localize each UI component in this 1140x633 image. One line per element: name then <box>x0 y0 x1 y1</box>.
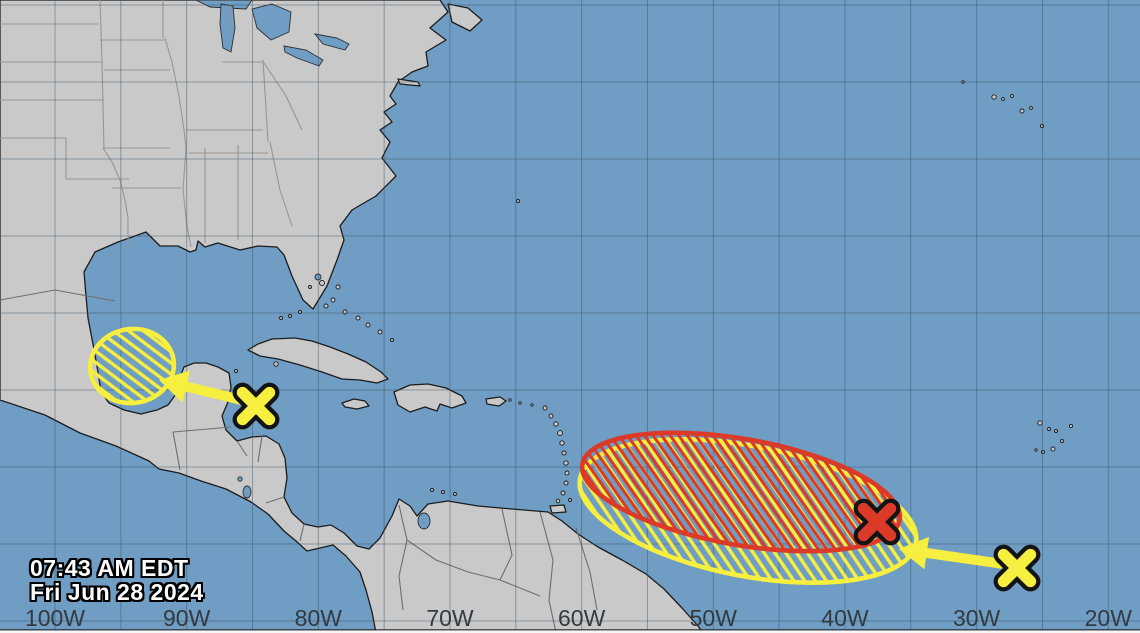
small-island <box>1034 448 1038 452</box>
disturbance-1-x-marker-1-fill <box>236 386 276 426</box>
timestamp-overlay: 07:43 AM EDT Fri Jun 28 2024 <box>30 556 204 604</box>
landmass-layer <box>0 0 1074 633</box>
longitude-label-20W: 20W <box>1085 605 1133 631</box>
arrows-layer <box>159 370 1011 570</box>
small-island <box>553 421 559 427</box>
small-island <box>542 405 548 411</box>
longitude-label-40W: 40W <box>821 605 869 631</box>
small-island <box>530 403 534 407</box>
small-island <box>516 199 520 203</box>
small-island <box>563 480 569 486</box>
lake-michigan <box>219 3 236 53</box>
small-island <box>288 314 292 318</box>
timestamp-date: Fri Jun 28 2024 <box>30 579 204 605</box>
longitude-labels: 100W 90W 80W 70W 60W 50W 40W 30W 20W <box>25 605 1132 631</box>
small-island <box>279 316 283 320</box>
lake-ontario <box>313 33 350 51</box>
borders-layer <box>0 0 598 633</box>
small-island <box>330 297 336 303</box>
island-nova-scotia <box>447 3 483 32</box>
disturbance-1-arrow <box>159 370 252 407</box>
small-island <box>1010 94 1014 98</box>
longitude-label-30W: 30W <box>953 605 1001 631</box>
longitude-label-50W: 50W <box>690 605 738 631</box>
us-state-borders <box>0 0 303 248</box>
island-jamaica <box>341 398 370 410</box>
small-island <box>390 338 394 342</box>
longitude-label-60W: 60W <box>558 605 606 631</box>
small-island <box>561 450 567 456</box>
lake-huron <box>251 3 292 41</box>
small-island <box>1039 123 1045 129</box>
small-island <box>377 329 383 335</box>
small-island <box>319 280 325 286</box>
small-island <box>1050 446 1056 452</box>
disturbance-markers-layer <box>229 379 1044 595</box>
small-island <box>548 413 554 419</box>
small-island <box>355 315 361 321</box>
small-island <box>557 430 563 436</box>
island-puerto-rico <box>485 396 507 407</box>
disturbance-1-x-marker-1[interactable] <box>229 379 283 433</box>
disturbance-1-area-yellow[interactable] <box>85 324 178 409</box>
small-island <box>1019 108 1025 114</box>
small-island <box>568 498 572 502</box>
small-island <box>308 285 312 289</box>
country-borders <box>0 289 598 633</box>
small-island <box>1054 429 1058 433</box>
small-island <box>453 492 457 496</box>
disturbance-2-arrow <box>899 536 1011 570</box>
small-island <box>508 398 512 402</box>
small-island <box>342 309 348 315</box>
longitude-label-70W: 70W <box>426 605 474 631</box>
island-cuba <box>247 337 389 384</box>
lakes-layer <box>195 0 431 530</box>
disturbance-2-area-red[interactable] <box>573 412 909 572</box>
small-island <box>560 490 566 496</box>
small-island <box>518 401 522 405</box>
small-island <box>564 470 570 476</box>
small-island <box>323 303 329 309</box>
small-island <box>1068 423 1074 429</box>
longitude-label-80W: 80W <box>295 605 343 631</box>
small-island <box>1060 439 1064 443</box>
island-trinidad <box>549 504 567 514</box>
lake-erie <box>283 45 324 67</box>
small-island <box>991 94 997 100</box>
small-island <box>961 80 965 84</box>
continent-landmass <box>0 0 704 633</box>
island-hispaniola <box>393 383 467 413</box>
small-island <box>273 361 279 367</box>
disturbance-2-x-marker-2-fill <box>997 548 1037 588</box>
small-island <box>1029 106 1033 110</box>
small-island <box>430 488 434 492</box>
disturbance-2-x-marker-2[interactable] <box>990 541 1044 595</box>
small-islands-layer <box>234 80 1074 504</box>
small-island <box>298 310 302 314</box>
small-island <box>1047 427 1051 431</box>
small-island <box>563 460 569 466</box>
timestamp-time: 07:43 AM EDT <box>30 555 189 581</box>
page-bottom-edge <box>0 630 1140 633</box>
small-island <box>1001 97 1005 101</box>
disturbance-2-x-marker-1[interactable] <box>850 495 904 549</box>
small-island <box>441 490 445 494</box>
small-island <box>555 498 561 504</box>
lake-maracaibo <box>417 512 431 530</box>
small-island <box>559 440 565 446</box>
lake-nicaragua <box>242 485 252 499</box>
longitude-label-90W: 90W <box>163 605 211 631</box>
longitude-label-100W: 100W <box>25 605 85 631</box>
small-island <box>1037 420 1043 426</box>
lake-managua <box>237 476 243 482</box>
small-island <box>365 322 371 328</box>
disturbance-2-x-marker-1-fill <box>857 502 897 542</box>
small-island <box>335 284 341 290</box>
small-island <box>1041 450 1045 454</box>
small-island <box>234 369 238 373</box>
lake-okeechobee <box>314 273 322 281</box>
island-long-island <box>397 78 421 87</box>
